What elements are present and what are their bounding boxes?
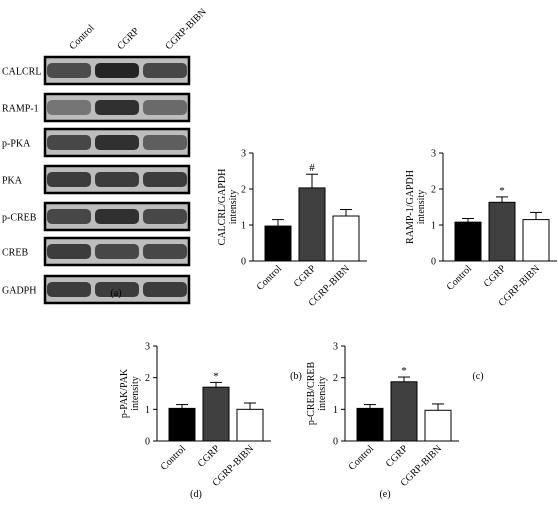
bar-cgrp: [202, 386, 230, 442]
y-tick-label: 3: [145, 342, 150, 353]
y-axis-label: RAMP-1/GAPDH: [405, 170, 416, 244]
blot-band: [47, 243, 91, 260]
y-tick-label: 3: [241, 149, 246, 160]
blot-band: [95, 134, 139, 151]
bar-cgrp: [488, 201, 516, 262]
western-blot-panel: Control CGRP CGRP-BIBN CALCRL RAMP-1 p-PKA PKA…: [2, 7, 209, 305]
blot-row-label-calcrl: CALCRL: [2, 67, 41, 78]
bar-cgrp-bibn: [236, 408, 264, 442]
bar-cgrp: [390, 381, 418, 442]
significance-marker: #: [309, 162, 315, 174]
y-axis-label: p-CREB/CREB: [306, 362, 317, 426]
blot-row-label-gadph: GADPH: [2, 286, 36, 297]
blot-band: [47, 134, 91, 151]
lane-label-control: Control: [67, 23, 97, 53]
blot-band: [143, 171, 187, 188]
blot-band: [143, 62, 187, 79]
panel-label: (e): [379, 489, 390, 500]
lane-label-cgrp: CGRP: [115, 26, 142, 53]
blot-band: [143, 208, 187, 225]
bar-control: [168, 407, 196, 442]
panel-label: (c): [472, 371, 483, 382]
x-tick-label: Control: [347, 443, 377, 473]
blot-band: [95, 62, 139, 79]
bar-cgrp-bibn: [332, 215, 360, 262]
y-tick-label: 2: [145, 373, 150, 384]
y-axis-label: intensity: [317, 376, 328, 410]
blot-band: [143, 134, 187, 151]
blot-band: [47, 99, 91, 116]
y-tick-label: 1: [241, 221, 246, 232]
x-tick-label: Control: [255, 263, 285, 293]
blot-band: [143, 243, 187, 260]
y-axis-label: intensity: [130, 376, 141, 410]
y-tick-label: 0: [333, 437, 338, 448]
y-tick-label: 0: [145, 437, 150, 448]
y-tick-label: 1: [431, 221, 436, 232]
blot-band: [95, 208, 139, 225]
panel-label: (d): [190, 489, 202, 500]
blot-row-label-p-pka: p-PKA: [2, 139, 31, 150]
y-axis-label: intensity: [416, 190, 427, 224]
y-tick-label: 2: [431, 185, 436, 196]
x-tick-label: CGRP: [292, 263, 319, 290]
y-tick-label: 3: [431, 149, 436, 160]
y-axis-label: intensity: [228, 190, 239, 224]
y-tick-label: 0: [241, 257, 246, 268]
blot-band: [47, 281, 91, 298]
bar-control: [356, 407, 384, 442]
y-tick-label: 3: [333, 342, 338, 353]
x-tick-label: CGRP: [196, 443, 223, 470]
y-tick-label: 2: [333, 373, 338, 384]
x-tick-label: Control: [445, 263, 475, 293]
lane-label-cgrp-bibn: CGRP-BIBN: [163, 7, 209, 53]
y-axis-label: CALCRL/GAPDH: [217, 169, 228, 246]
blot-band: [95, 171, 139, 188]
blot-row-label-pka: PKA: [2, 176, 23, 187]
blot-band: [95, 281, 139, 298]
y-tick-label: 0: [431, 257, 436, 268]
bar-control: [454, 221, 482, 262]
panel-label: (b): [290, 371, 302, 382]
bar-cgrp-bibn: [522, 219, 550, 262]
bar-control: [264, 225, 292, 262]
blot-row-label-creb: CREB: [2, 248, 28, 259]
x-tick-label: CGRP: [482, 263, 509, 290]
blot-row-label-p-creb: p-CREB: [2, 213, 37, 224]
y-axis-label: p-PAK/PAK: [119, 368, 130, 418]
blot-band: [95, 243, 139, 260]
y-tick-label: 1: [333, 405, 338, 416]
panel-label-a: (a): [110, 288, 121, 299]
significance-marker: *: [213, 370, 219, 382]
blot-band: [47, 208, 91, 225]
bar-cgrp: [298, 187, 326, 262]
blot-band: [47, 171, 91, 188]
significance-marker: *: [499, 185, 505, 197]
blot-band: [95, 99, 139, 116]
blot-row-label-ramp-1: RAMP-1: [2, 104, 39, 115]
x-tick-label: CGRP: [384, 443, 411, 470]
blot-band: [143, 281, 187, 298]
blot-band: [143, 99, 187, 116]
blot-band: [47, 62, 91, 79]
y-tick-label: 1: [145, 405, 150, 416]
significance-marker: *: [401, 365, 407, 377]
x-tick-label: Control: [159, 443, 189, 473]
y-tick-label: 2: [241, 185, 246, 196]
bar-cgrp-bibn: [424, 409, 452, 442]
